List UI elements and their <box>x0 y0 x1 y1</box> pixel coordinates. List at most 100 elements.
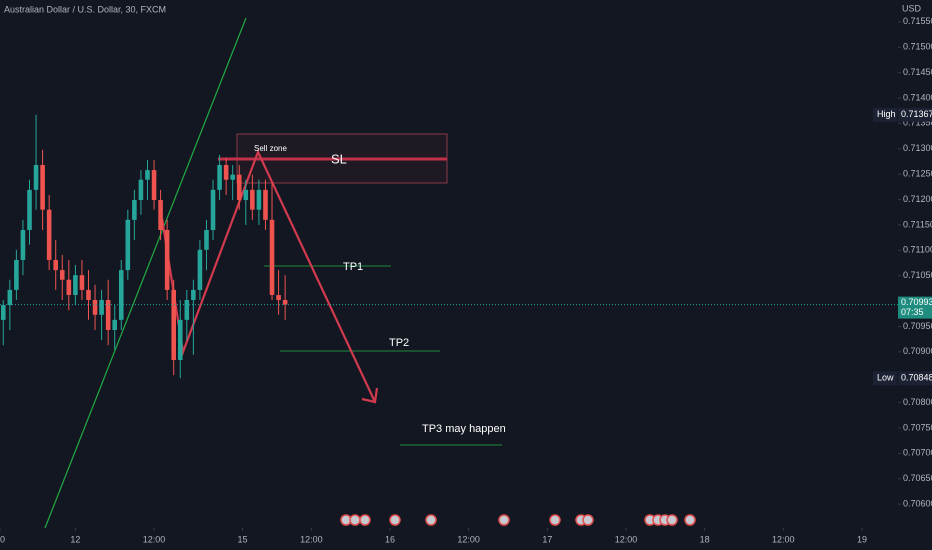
x-tick-label: 12:00 <box>143 534 166 544</box>
candle-body <box>40 165 45 210</box>
candle-body <box>118 270 124 320</box>
chart-title: Australian Dollar / U.S. Dollar, 30, FXC… <box>4 4 166 14</box>
event-icon[interactable] <box>425 514 437 526</box>
x-tick-label: 17 <box>542 534 552 544</box>
x-tick-label: 12:00 <box>772 534 795 544</box>
candle-body <box>184 300 190 320</box>
candle-body <box>236 174 242 201</box>
event-icon[interactable] <box>666 514 678 526</box>
candle-body <box>33 165 39 190</box>
event-icon[interactable] <box>389 514 401 526</box>
x-tick-label: 12:00 <box>300 534 323 544</box>
x-tick-label: 12 <box>70 534 80 544</box>
event-icon[interactable] <box>582 514 594 526</box>
candle-body <box>20 229 26 260</box>
candle-body <box>138 179 144 201</box>
event-icon[interactable] <box>349 514 361 526</box>
candle-body <box>230 174 235 180</box>
trend-line <box>44 17 247 529</box>
candle-body <box>14 259 19 290</box>
event-icons <box>340 514 696 526</box>
candle-body <box>263 189 268 220</box>
candle-body <box>269 219 275 295</box>
candle-body <box>171 289 176 360</box>
candle-body <box>191 289 196 301</box>
marker-name-box <box>873 107 897 122</box>
path-arrow <box>160 149 376 403</box>
candle-body <box>145 170 150 180</box>
tp3-label: TP3 may happen <box>422 423 506 435</box>
candle-body <box>256 189 262 210</box>
candle-body <box>0 305 6 320</box>
marker-value: 0.70848 <box>901 373 932 383</box>
x-tick-label: 18 <box>700 534 710 544</box>
candle-body <box>250 189 255 210</box>
candle-body <box>164 229 170 290</box>
candle-body <box>79 275 85 290</box>
candle-body <box>66 279 72 295</box>
y-tick-label: 0.71150 <box>903 219 932 229</box>
candle-body <box>210 189 216 230</box>
candle-body <box>132 200 137 220</box>
candle-body <box>223 165 229 180</box>
marker-name: Low <box>877 373 894 383</box>
countdown-label: 07:35 <box>901 307 924 317</box>
x-tick-label: 15 <box>238 534 248 544</box>
candle-body <box>158 200 163 230</box>
arrow-head <box>361 387 379 404</box>
tp1-label: TP1 <box>343 261 363 273</box>
y-tick-label: 0.71100 <box>903 245 932 255</box>
candle-body <box>197 249 203 290</box>
marker-name-box <box>873 371 897 386</box>
candle-body <box>282 300 288 305</box>
candle-body <box>7 289 13 306</box>
drawings <box>0 17 502 529</box>
candle-body <box>105 300 111 330</box>
marker-value-box <box>898 371 932 386</box>
event-icon[interactable] <box>549 514 561 526</box>
event-icon[interactable] <box>359 514 371 526</box>
event-icon[interactable] <box>684 514 696 526</box>
sell-zone-label: Sell zone <box>254 144 287 153</box>
event-icon[interactable] <box>498 514 510 526</box>
candle-body <box>243 189 249 201</box>
candle-body <box>53 259 59 271</box>
candle-body <box>86 289 91 301</box>
x-tick-label: 12:00 <box>457 534 480 544</box>
marker-value: 0.71367 <box>901 109 932 119</box>
x-tick-label: 12:00 <box>615 534 638 544</box>
candle-body <box>46 209 52 260</box>
candle-body <box>112 319 118 330</box>
candle-body <box>204 229 209 250</box>
candle-body <box>27 189 32 230</box>
marker-value-box <box>898 107 932 122</box>
tp2-label: TP2 <box>389 337 409 349</box>
candle-body <box>92 300 98 315</box>
marker-name: High <box>877 109 896 119</box>
currency-label: USD <box>902 3 922 13</box>
candle-body <box>73 275 78 295</box>
x-tick-label: 16 <box>385 534 395 544</box>
last-price-box <box>898 296 932 319</box>
candle-body <box>177 319 183 360</box>
x-tick-label: 00 <box>0 534 5 544</box>
candle-body <box>59 270 65 280</box>
candle-body <box>151 170 157 201</box>
candle-body <box>125 219 131 271</box>
